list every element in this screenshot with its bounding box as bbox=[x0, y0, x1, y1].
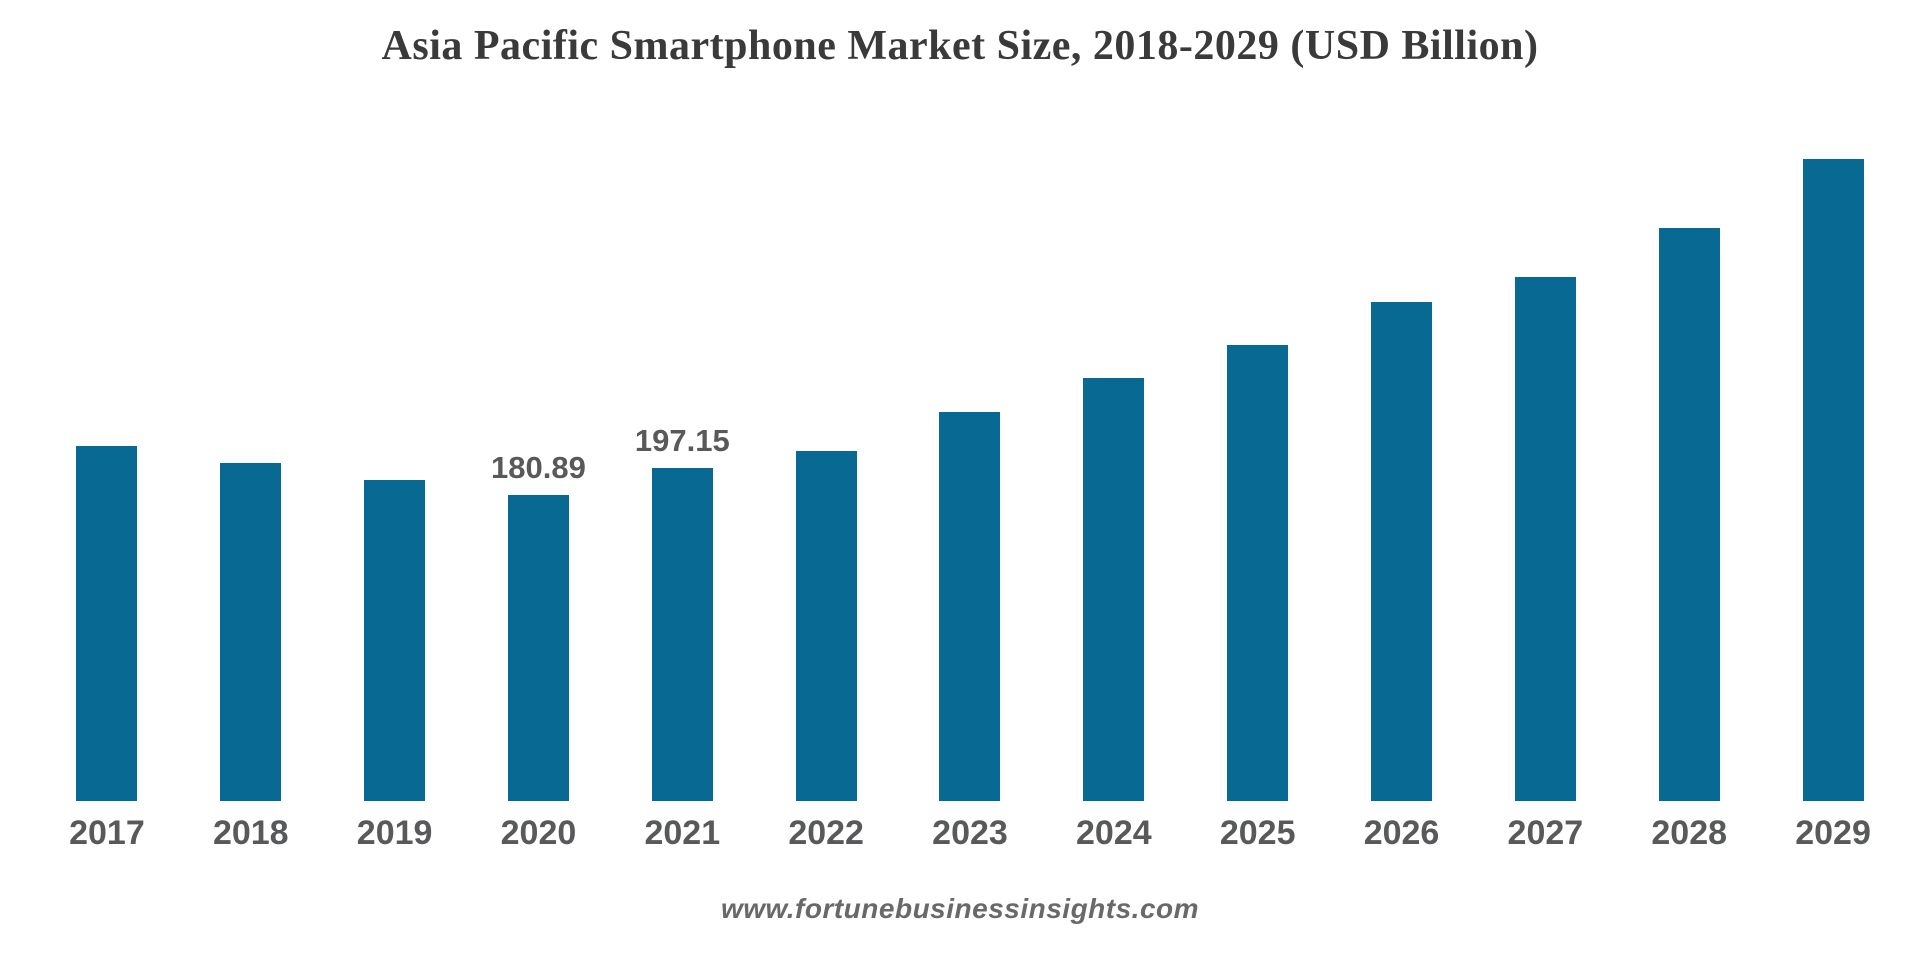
x-tick-label: 2023 bbox=[932, 814, 1008, 852]
bar bbox=[939, 412, 1001, 801]
bar-column: 2027 bbox=[1473, 120, 1617, 850]
x-tick-label: 2022 bbox=[788, 814, 864, 852]
bar bbox=[1371, 302, 1433, 801]
chart-title: Asia Pacific Smartphone Market Size, 201… bbox=[381, 23, 1539, 69]
x-tick-label: 2020 bbox=[500, 814, 577, 852]
bar bbox=[76, 446, 138, 801]
bar bbox=[507, 495, 569, 801]
bar bbox=[220, 463, 282, 801]
bar-column: 2029 bbox=[1761, 120, 1905, 850]
bar-column: 180.89 2020 bbox=[467, 120, 611, 850]
bar bbox=[1658, 228, 1720, 801]
bar-column: 2028 bbox=[1617, 120, 1761, 850]
bar-value-label: 180.89 bbox=[491, 450, 586, 485]
bar-columns: 2017 2018 2019 180.89 2020 197.15 2021 2022 2023… bbox=[35, 120, 1905, 850]
bar bbox=[1227, 345, 1289, 801]
x-tick-label: 2029 bbox=[1795, 814, 1871, 852]
bar bbox=[1083, 378, 1145, 801]
bar-column: 2017 bbox=[35, 120, 179, 850]
bar-column: 2024 bbox=[1042, 120, 1186, 850]
x-tick-label: 2021 bbox=[644, 814, 721, 852]
x-tick-label: 2027 bbox=[1507, 814, 1584, 852]
bar-column: 2019 bbox=[323, 120, 467, 850]
bar-column: 2025 bbox=[1186, 120, 1330, 850]
bar-column: 2026 bbox=[1330, 120, 1474, 850]
bar bbox=[364, 480, 426, 801]
x-tick-label: 2026 bbox=[1363, 814, 1440, 852]
bar bbox=[1514, 277, 1576, 801]
bar-column: 2022 bbox=[754, 120, 898, 850]
x-tick-label: 2017 bbox=[69, 814, 145, 852]
bar bbox=[1802, 159, 1864, 801]
bar bbox=[651, 468, 713, 801]
x-tick-label: 2024 bbox=[1076, 814, 1152, 852]
bar-column: 2023 bbox=[898, 120, 1042, 850]
x-tick-label: 2028 bbox=[1651, 814, 1728, 852]
bar-chart-plot-area: 2017 2018 2019 180.89 2020 197.15 2021 2022 2023… bbox=[35, 120, 1905, 850]
bar-column: 197.15 2021 bbox=[610, 120, 754, 850]
x-tick-label: 2025 bbox=[1219, 814, 1296, 852]
bar-column: 2018 bbox=[179, 120, 323, 850]
x-tick-label: 2018 bbox=[212, 814, 289, 852]
bar-value-label: 197.15 bbox=[634, 423, 730, 458]
bar bbox=[795, 451, 857, 801]
source-website-text: www.fortunebusinessinsights.com bbox=[720, 893, 1200, 924]
x-tick-label: 2019 bbox=[356, 814, 433, 852]
